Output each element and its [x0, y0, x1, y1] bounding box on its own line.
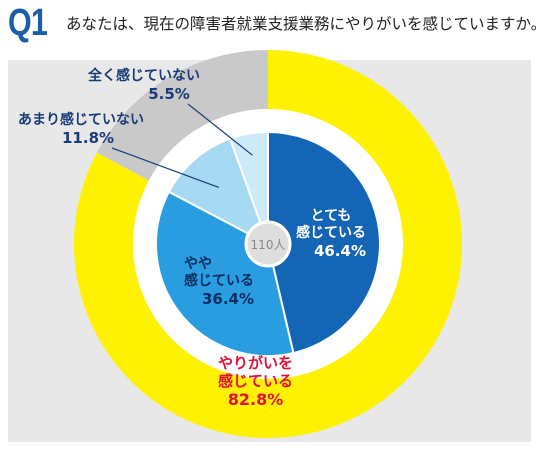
question-text: あなたは、現在の障害者就業支援業務にやりがいを感じていますか。 — [66, 15, 536, 33]
label-very: とても 感じている 46.4% — [296, 208, 366, 260]
label-very-line1: とても — [310, 208, 352, 224]
label-very-value: 46.4% — [313, 241, 366, 260]
label-not-much: あまり感じていない 11.8% — [18, 112, 144, 147]
label-not-much-line1: あまり感じていない — [18, 112, 144, 128]
question-number: Q1 — [8, 2, 48, 44]
label-not-at-all-value: 5.5% — [148, 84, 190, 103]
inner-slice-1 — [155, 190, 295, 357]
leader-line-not-much — [111, 147, 220, 188]
question-header: Q1 あなたは、現在の障害者就業支援業務にやりがいを感じていますか。 — [0, 0, 536, 54]
label-somewhat-line1: やや — [184, 256, 212, 272]
label-somewhat-line2: 感じている — [184, 272, 254, 289]
label-not-much-value: 11.8% — [62, 128, 115, 147]
label-not-at-all: 全く感じていない 5.5% — [88, 68, 200, 103]
label-somewhat: やや 感じている 36.4% — [184, 256, 254, 308]
inner-slice-3 — [228, 130, 269, 245]
label-very-line2: 感じている — [296, 224, 366, 241]
outer-slice-0 — [73, 50, 463, 438]
center-hole — [244, 220, 292, 268]
label-rewarding-value: 82.8% — [227, 390, 284, 409]
outer-slice-1 — [96, 50, 268, 181]
inner-slice-0 — [267, 130, 381, 355]
center-label: 110人 — [251, 238, 286, 252]
leader-line-not-at-all — [187, 103, 253, 156]
label-not-at-all-line1: 全く感じていない — [88, 68, 200, 84]
label-rewarding: やりがいを 感じている 82.8% — [218, 354, 293, 409]
label-somewhat-value: 36.4% — [201, 289, 254, 308]
label-rewarding-line1: やりがいを — [218, 354, 294, 372]
label-rewarding-line2: 感じている — [218, 372, 294, 390]
